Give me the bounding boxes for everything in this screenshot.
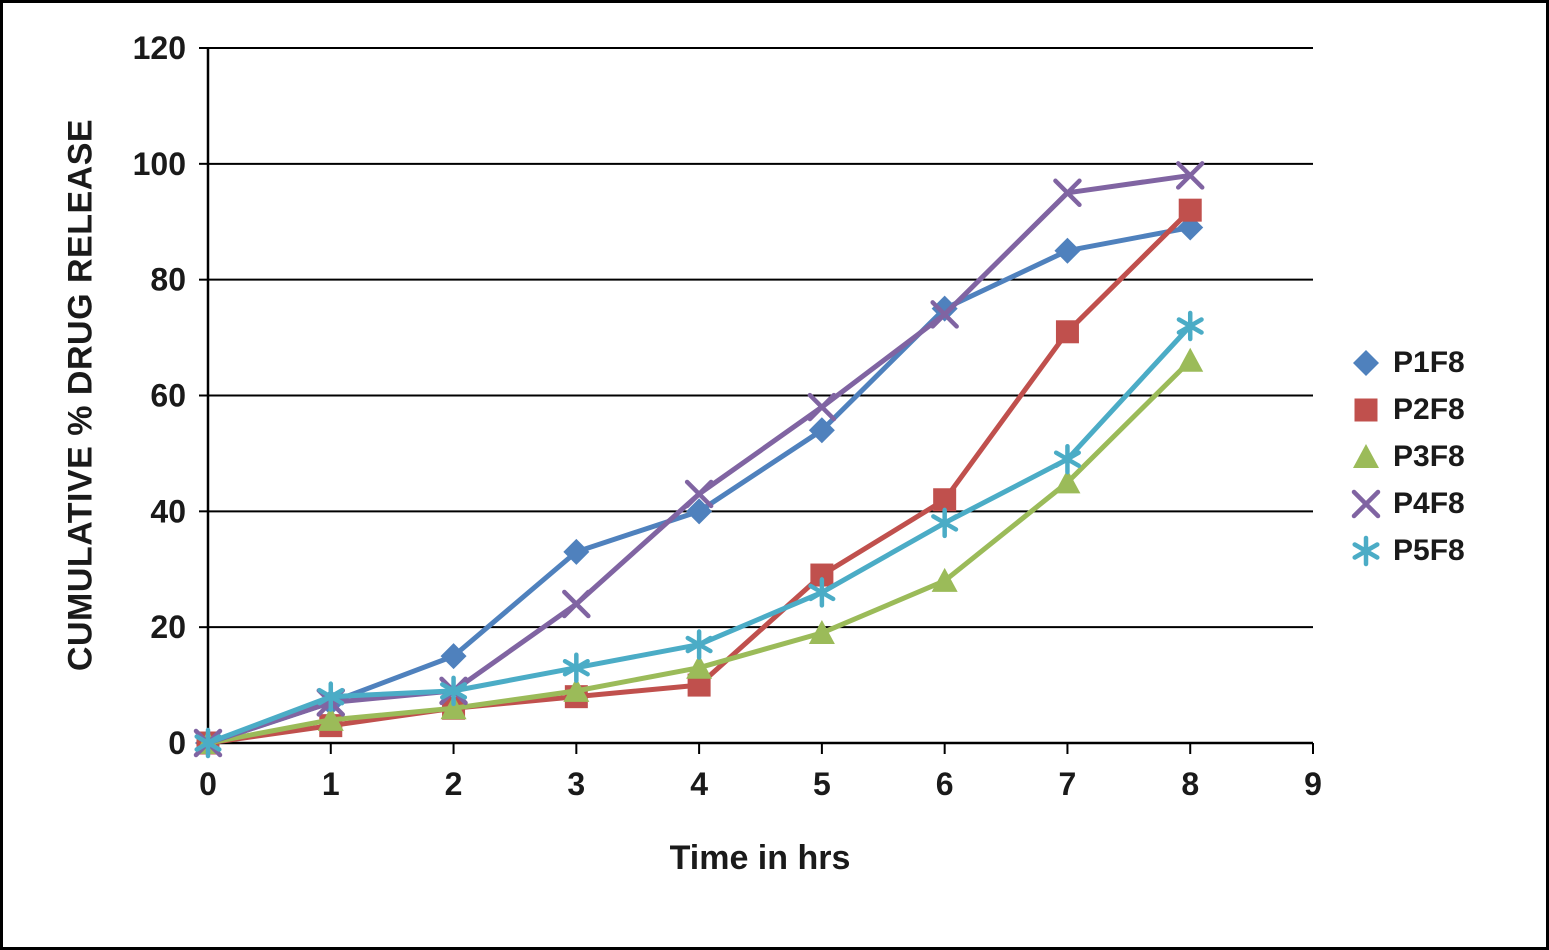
y-tick-label: 0 bbox=[168, 725, 186, 761]
diamond-marker-icon bbox=[808, 417, 835, 444]
legend-label: P4F8 bbox=[1393, 486, 1465, 520]
legend-item-p4f8: P4F8 bbox=[1348, 480, 1465, 527]
y-tick-label: 40 bbox=[150, 493, 186, 529]
legend-item-p5f8: P5F8 bbox=[1348, 527, 1465, 574]
x-tick-label: 1 bbox=[322, 766, 340, 802]
triangle-marker-icon bbox=[931, 567, 958, 592]
diamond-marker-icon bbox=[931, 295, 958, 322]
x-marker-icon bbox=[1053, 178, 1082, 208]
square-marker-icon bbox=[1055, 320, 1079, 344]
diamond-marker-icon bbox=[440, 643, 467, 670]
triangle-marker-icon bbox=[317, 706, 344, 731]
x-tick-label: 3 bbox=[567, 766, 585, 802]
x-marker-icon bbox=[684, 479, 714, 509]
asterisk-marker-icon bbox=[1053, 443, 1081, 475]
asterisk-marker-icon bbox=[1176, 310, 1204, 342]
x-marker-icon bbox=[1351, 489, 1381, 518]
square-marker-icon bbox=[810, 563, 834, 587]
triangle-marker-icon bbox=[808, 619, 835, 644]
x-tick-label: 4 bbox=[690, 766, 708, 802]
x-marker-icon bbox=[562, 589, 591, 619]
x-marker-icon bbox=[930, 300, 959, 329]
asterisk-marker-icon bbox=[194, 727, 222, 759]
diamond-marker-icon bbox=[1353, 349, 1379, 376]
x-tick-label: 5 bbox=[813, 766, 831, 802]
triangle-marker-icon bbox=[563, 677, 590, 702]
x-tick-label: 7 bbox=[1059, 766, 1077, 802]
y-tick-label: 120 bbox=[133, 30, 186, 66]
asterisk-marker-icon bbox=[1352, 535, 1380, 566]
x-marker-icon bbox=[1175, 161, 1205, 190]
asterisk-marker-icon bbox=[317, 681, 345, 712]
x-tick-label: 2 bbox=[445, 766, 463, 802]
diamond-marker-icon bbox=[563, 538, 590, 565]
legend-label: P5F8 bbox=[1393, 533, 1465, 567]
triangle-marker-icon bbox=[1054, 469, 1081, 494]
diamond-marker-icon bbox=[1054, 237, 1081, 264]
triangle-marker-icon bbox=[1177, 347, 1204, 372]
x-tick-label: 8 bbox=[1181, 766, 1199, 802]
square-marker-icon bbox=[687, 673, 711, 697]
legend-item-p3f8: P3F8 bbox=[1348, 433, 1465, 480]
square-marker-icon bbox=[933, 488, 957, 512]
square-marker-icon bbox=[1354, 398, 1378, 421]
asterisk-marker-icon bbox=[440, 675, 468, 707]
legend-label: P1F8 bbox=[1393, 345, 1465, 379]
square-marker-icon bbox=[1354, 398, 1378, 421]
triangle-marker-icon bbox=[1353, 443, 1379, 468]
y-tick-label: 60 bbox=[150, 378, 186, 414]
x-marker-icon bbox=[1351, 489, 1381, 518]
legend-label: P3F8 bbox=[1393, 439, 1465, 473]
y-tick-label: 80 bbox=[150, 262, 186, 298]
y-tick-label: 20 bbox=[150, 609, 186, 645]
x-tick-label: 6 bbox=[936, 766, 954, 802]
legend-item-p1f8: P1F8 bbox=[1348, 339, 1465, 386]
x-tick-label: 0 bbox=[199, 766, 217, 802]
legend-item-p2f8: P2F8 bbox=[1348, 386, 1465, 433]
y-tick-label: 100 bbox=[133, 146, 186, 182]
asterisk-marker-icon bbox=[808, 577, 836, 608]
diamond-marker-icon bbox=[686, 498, 713, 525]
x-axis-title: Time in hrs bbox=[669, 839, 851, 877]
x-marker-icon bbox=[807, 392, 837, 422]
asterisk-marker-icon bbox=[562, 652, 590, 683]
plot-area: 0 20 40 60 80 100 120 0 1 2 3 4 5 6 7 8 9 bbox=[133, 30, 1322, 802]
triangle-marker-icon bbox=[440, 695, 467, 720]
x-tick-label: 9 bbox=[1304, 766, 1322, 802]
asterisk-marker-icon bbox=[1352, 535, 1380, 566]
triangle-marker-icon bbox=[1353, 443, 1379, 468]
diamond-marker-icon bbox=[1353, 349, 1379, 376]
asterisk-marker-icon bbox=[685, 629, 713, 660]
legend-label: P2F8 bbox=[1393, 392, 1465, 426]
triangle-marker-icon bbox=[686, 654, 713, 679]
legend: P1F8 P2F8 P3F8 P4F8 P5F8 bbox=[1348, 339, 1465, 574]
square-marker-icon bbox=[1178, 198, 1202, 222]
asterisk-marker-icon bbox=[931, 507, 959, 539]
